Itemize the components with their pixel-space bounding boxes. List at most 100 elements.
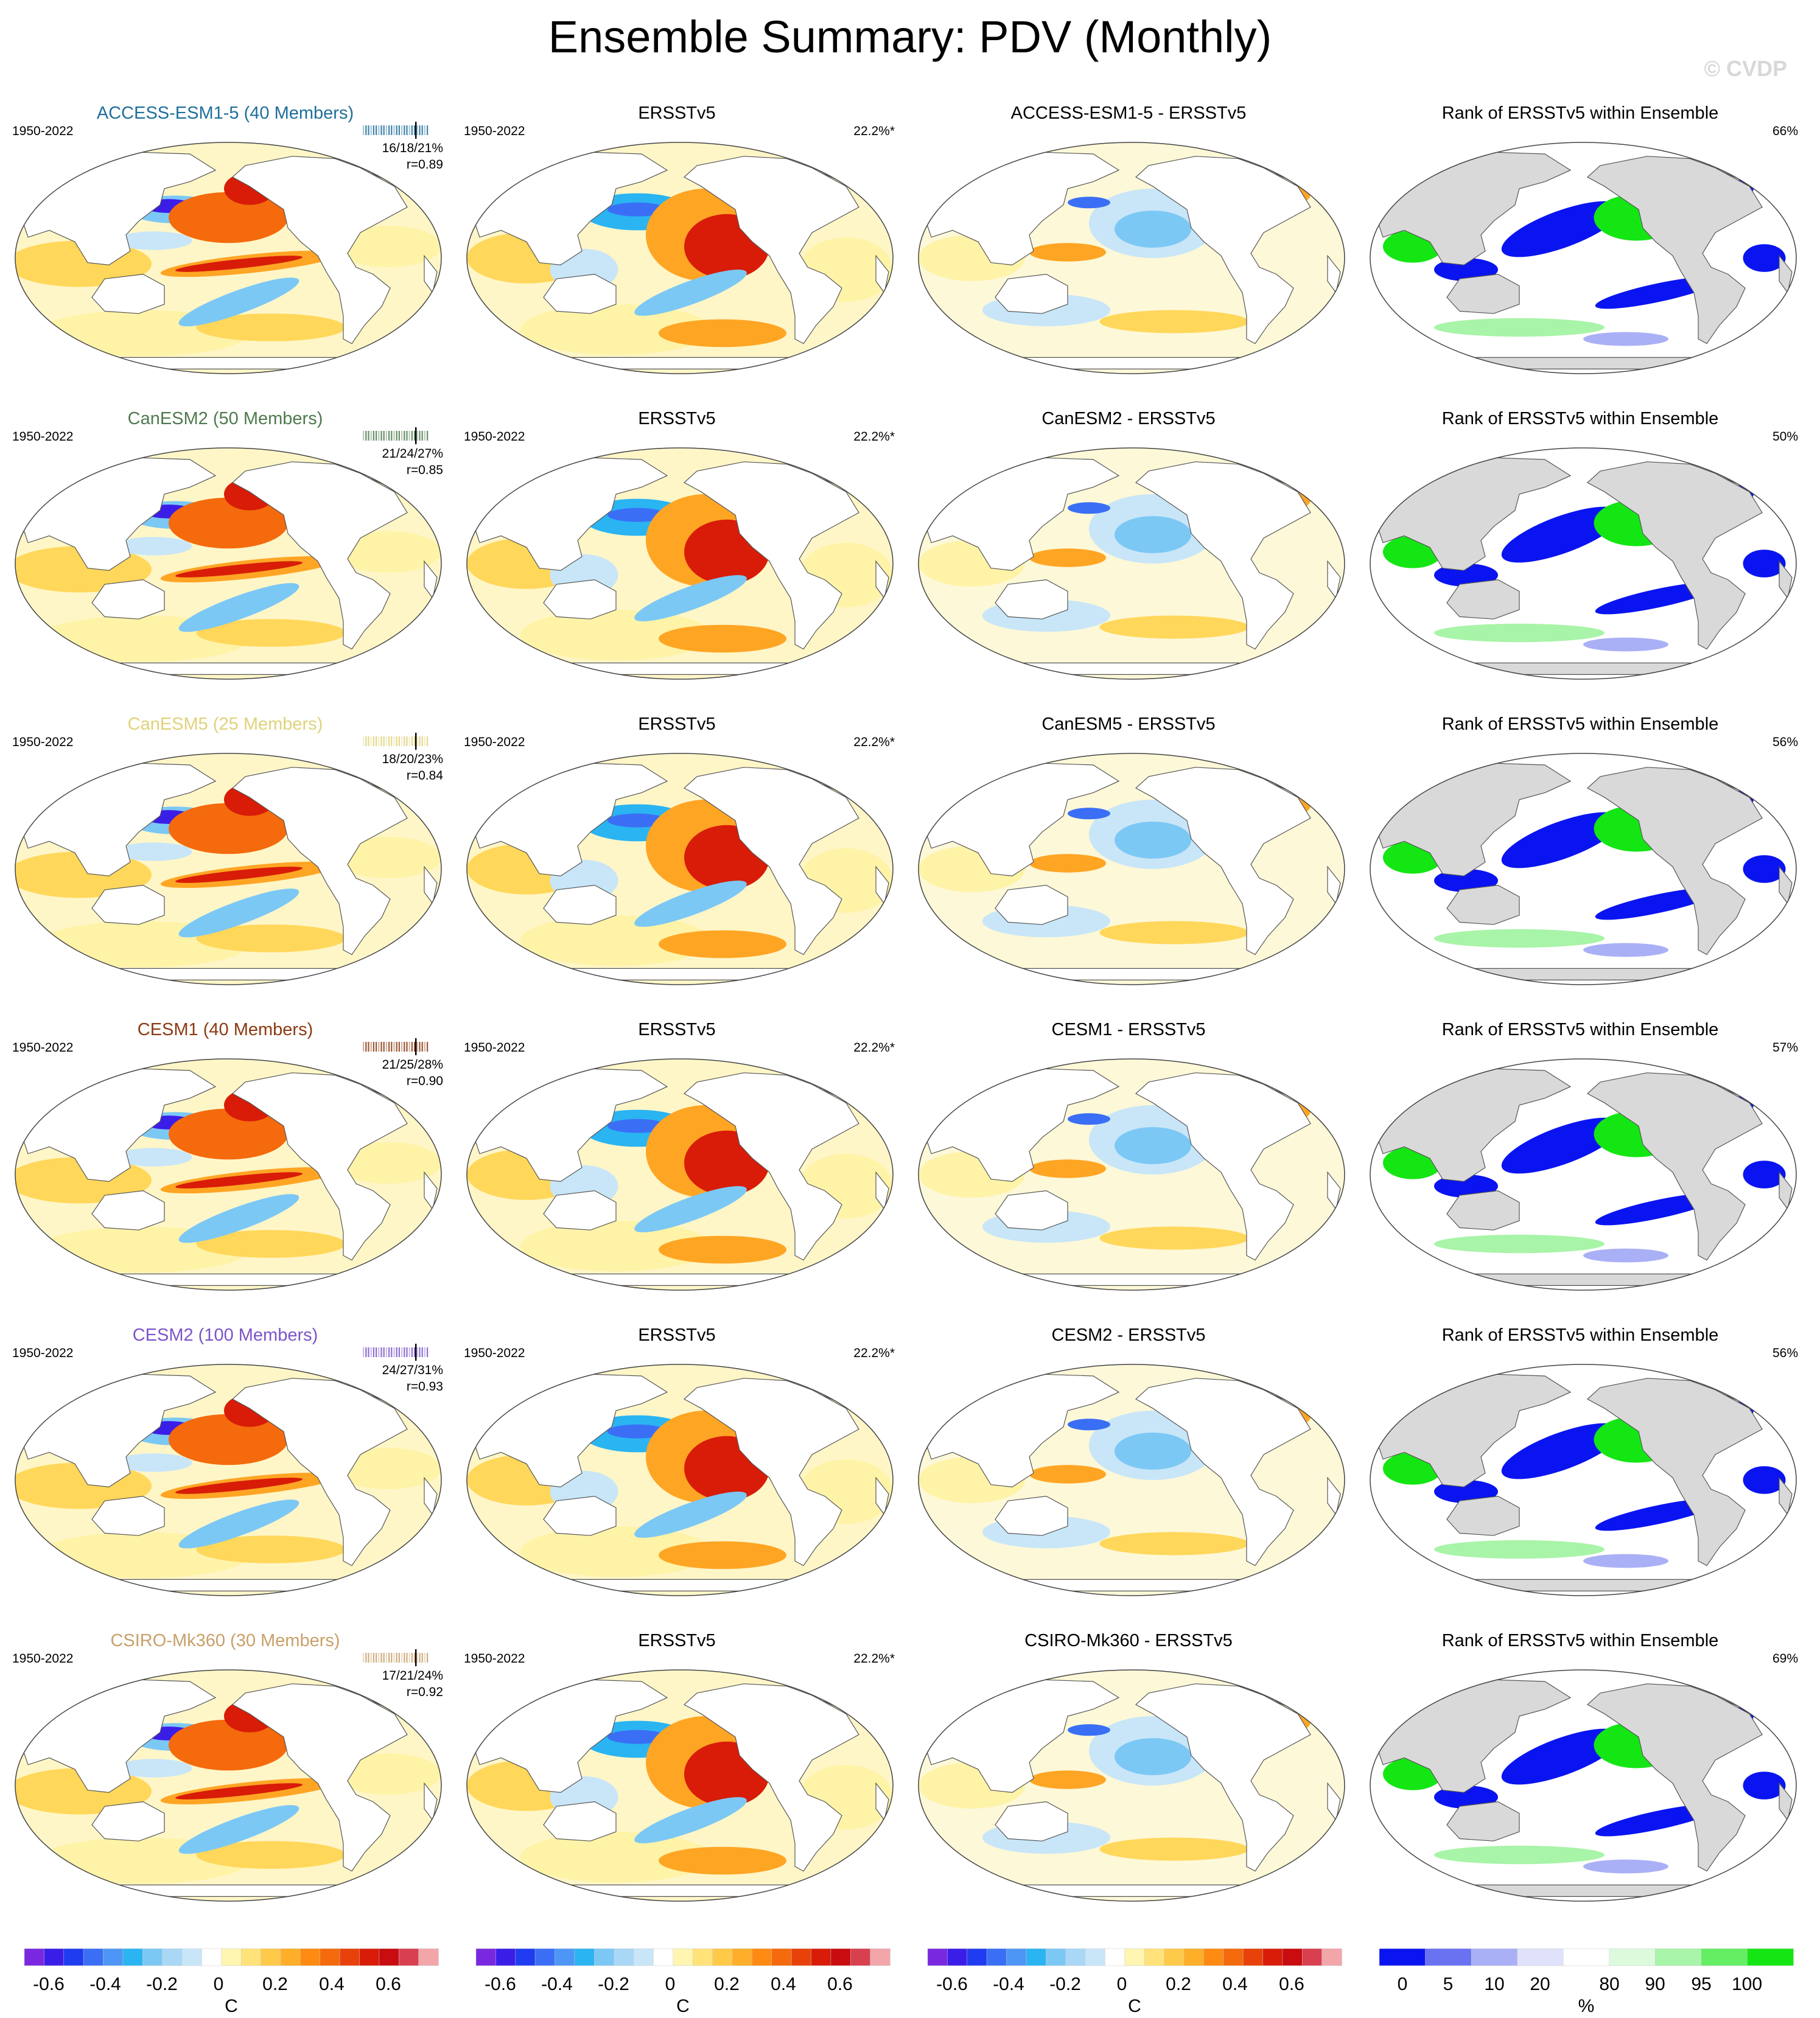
member-tick bbox=[365, 1347, 367, 1357]
member-tick bbox=[370, 125, 372, 135]
land-australia bbox=[91, 273, 165, 314]
member-tick bbox=[427, 431, 429, 441]
colorbar-swatch bbox=[967, 1948, 987, 1966]
difference-panel: CanESM5 - ERSSTv5 bbox=[903, 702, 1354, 1007]
colorbar-swatch bbox=[555, 1948, 575, 1966]
member-tick bbox=[363, 1042, 365, 1052]
land-australia bbox=[1446, 1801, 1520, 1842]
pattern-correlation: r=0.92 bbox=[406, 1685, 443, 1699]
rank-title: Rank of ERSSTv5 within Ensemble bbox=[1441, 1020, 1719, 1039]
diff-title: CanESM2 - ERSSTv5 bbox=[1041, 409, 1216, 428]
colorbar-tick-label: 0.6 bbox=[827, 1974, 853, 1994]
map-outline bbox=[466, 1364, 894, 1596]
rank-percent: 69% bbox=[1772, 1652, 1798, 1666]
land-australia bbox=[1446, 579, 1520, 620]
pattern-stats: 21/24/27% r=0.85 bbox=[382, 445, 443, 478]
anomaly-region bbox=[1068, 197, 1110, 209]
anomaly-region bbox=[1029, 1770, 1106, 1789]
map-outline bbox=[15, 142, 442, 374]
member-tick bbox=[427, 1042, 429, 1052]
obs-title: ERSSTv5 bbox=[638, 714, 716, 734]
colorbar-swatch bbox=[495, 1948, 516, 1966]
member-tick bbox=[396, 736, 397, 746]
sst-map bbox=[466, 1058, 894, 1291]
sst-colorbar-1: -0.6 -0.4 -0.2 0 0.2 0.4 0.6 C bbox=[12, 1946, 450, 2018]
member-tick bbox=[404, 125, 405, 135]
anomaly-region bbox=[659, 1235, 786, 1264]
colorbar-swatch bbox=[692, 1948, 713, 1966]
colorbar-tick-label: -0.6 bbox=[485, 1974, 516, 1994]
member-distribution bbox=[363, 1038, 429, 1055]
pattern-stats: 21/25/28% r=0.90 bbox=[382, 1056, 443, 1089]
land-australia bbox=[543, 273, 617, 314]
anomaly-region bbox=[178, 1500, 299, 1549]
obs-title: ERSSTv5 bbox=[638, 103, 716, 123]
sst-map bbox=[918, 447, 1345, 680]
colorbar-swatch bbox=[1223, 1948, 1244, 1966]
anomaly-region bbox=[1434, 1234, 1605, 1254]
obs-title: ERSSTv5 bbox=[638, 1020, 716, 1039]
land-australia bbox=[995, 1801, 1068, 1842]
land-americas bbox=[231, 156, 408, 344]
member-tick bbox=[393, 125, 395, 135]
obs-variance: 22.2%* bbox=[853, 124, 895, 138]
anomaly-region bbox=[634, 881, 747, 927]
map-outline bbox=[15, 1364, 442, 1596]
member-tick bbox=[388, 1653, 390, 1663]
member-tick bbox=[404, 1653, 405, 1663]
period-label: 1950-2022 bbox=[464, 430, 525, 444]
anomaly-region bbox=[335, 531, 441, 573]
anomaly-region bbox=[1029, 243, 1106, 262]
rank-title: Rank of ERSSTv5 within Ensemble bbox=[1441, 1631, 1719, 1650]
member-tick bbox=[370, 1347, 372, 1357]
member-tick bbox=[373, 736, 374, 746]
diff-title: CESM2 - ERSSTv5 bbox=[1051, 1325, 1206, 1345]
anomaly-region bbox=[178, 278, 299, 327]
member-tick bbox=[383, 431, 385, 441]
land-australia bbox=[543, 884, 617, 925]
member-tick bbox=[380, 1653, 382, 1663]
rank-map bbox=[1370, 142, 1797, 374]
member-tick bbox=[408, 431, 410, 441]
anomaly-region bbox=[115, 1759, 192, 1778]
colorbar-unit: C bbox=[1128, 1996, 1141, 2016]
sst-map bbox=[918, 1058, 1345, 1291]
map-outline bbox=[918, 447, 1345, 680]
land-americas bbox=[231, 1683, 408, 1872]
member-tick bbox=[421, 431, 423, 441]
rank-map bbox=[1370, 1669, 1797, 1902]
pattern-correlation: r=0.89 bbox=[406, 158, 443, 172]
anomaly-region bbox=[1068, 1724, 1110, 1736]
anomaly-region bbox=[175, 561, 303, 578]
member-distribution bbox=[363, 1649, 429, 1666]
member-tick bbox=[376, 431, 377, 441]
sst-map bbox=[15, 753, 442, 985]
land-americas bbox=[683, 461, 859, 650]
land-antarctica bbox=[1399, 1273, 1767, 1286]
obs-variance: 22.2%* bbox=[853, 1041, 895, 1055]
member-tick bbox=[385, 1653, 387, 1663]
anomaly-region bbox=[1583, 1248, 1668, 1263]
anomaly-region bbox=[175, 256, 303, 272]
difference-panel: ACCESS-ESM1-5 - ERSSTv5 bbox=[903, 91, 1354, 396]
member-tick bbox=[404, 1347, 405, 1357]
land-americas bbox=[683, 156, 859, 344]
colorbar-swatch bbox=[1183, 1948, 1205, 1966]
colorbar-tick-label: -0.4 bbox=[541, 1974, 573, 1994]
land-antarctica bbox=[496, 357, 864, 369]
land-antarctica bbox=[948, 968, 1315, 980]
colorbar-swatch bbox=[1144, 1948, 1165, 1966]
colorbar-swatch bbox=[1105, 1948, 1125, 1966]
colorbar-swatch bbox=[280, 1948, 301, 1966]
rank-panel: Rank of ERSSTv5 within Ensemble 56% bbox=[1355, 1313, 1805, 1618]
rank-percent: 56% bbox=[1772, 735, 1798, 749]
period-label: 1950-2022 bbox=[12, 1041, 74, 1055]
anomaly-region bbox=[335, 1447, 441, 1490]
pattern-stats: 16/18/21% r=0.89 bbox=[382, 140, 443, 173]
land-australia bbox=[543, 579, 617, 620]
obs-title: ERSSTv5 bbox=[638, 1631, 716, 1650]
member-tick bbox=[383, 1347, 385, 1357]
member-tick bbox=[398, 1653, 400, 1663]
land-australia bbox=[543, 1495, 617, 1536]
land-australia bbox=[1446, 273, 1520, 314]
